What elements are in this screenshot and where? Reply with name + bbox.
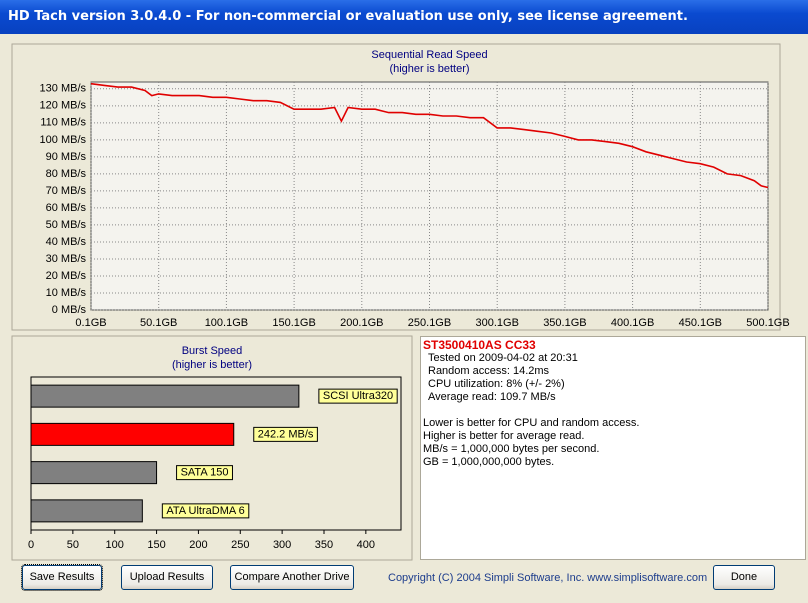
button[interactable]: Upload Results [121, 565, 213, 590]
chart-subtitle: (higher is better) [389, 63, 469, 75]
y-tick-label: 40 MB/s [46, 236, 87, 248]
x-tick-label: 50.1GB [140, 317, 177, 329]
x-tick-label: 0 [28, 539, 34, 551]
x-tick-label: 200 [189, 539, 207, 551]
y-tick-label: 130 MB/s [40, 83, 87, 95]
label-box [253, 426, 318, 442]
info-note: Lower is better for CPU and random acces… [423, 417, 640, 429]
y-tick-label: 90 MB/s [46, 151, 87, 163]
info-line: Average read: 109.7 MB/s [428, 391, 556, 403]
chart-subtitle: (higher is better) [172, 359, 252, 371]
button[interactable]: Done [713, 565, 775, 590]
x-tick-label: 50 [67, 539, 79, 551]
x-tick-label: 450.1GB [679, 317, 722, 329]
x-tick-label: 100.1GB [205, 317, 248, 329]
bar [30, 499, 143, 523]
y-tick-label: 70 MB/s [46, 185, 87, 197]
bar-label-box: SCSI Ultra320 [318, 388, 398, 404]
y-tick-label: 50 MB/s [46, 219, 87, 231]
button[interactable]: Compare Another Drive [230, 565, 354, 590]
window-title: HD Tach version 3.0.4.0 - For non-commer… [0, 0, 808, 34]
x-tick-label: 150 [147, 539, 165, 551]
bar-label-box: ATA UltraDMA 6 [161, 503, 250, 519]
bar-label: ATA UltraDMA 6 [166, 505, 244, 517]
x-tick-label: 200.1GB [340, 317, 383, 329]
y-tick-label: 100 MB/s [40, 134, 87, 146]
y-tick-label: 80 MB/s [46, 168, 87, 180]
info-note: Higher is better for average read. [423, 430, 585, 442]
info-panel: ST3500410AS CC33 Tested on 2009-04-02 at… [420, 336, 806, 560]
read-speed-line [90, 82, 769, 189]
x-tick-label: 350.1GB [543, 317, 586, 329]
x-tick-label: 400 [357, 539, 375, 551]
label-box [176, 465, 233, 481]
label-box [161, 503, 250, 519]
info-line: CPU utilization: 8% (+/- 2%) [428, 378, 565, 390]
bar-label: 242.2 MB/s [258, 428, 314, 440]
bar-label-box: SATA 150 [176, 465, 233, 481]
y-tick-label: 0 MB/s [52, 304, 87, 316]
y-tick-label: 10 MB/s [46, 287, 87, 299]
info-note: GB = 1,000,000,000 bytes. [423, 456, 555, 468]
info-line: Random access: 14.2ms [428, 365, 550, 377]
x-tick-label: 100 [106, 539, 124, 551]
bar [30, 422, 235, 446]
x-tick-label: 300 [273, 539, 291, 551]
info-line: Tested on 2009-04-02 at 20:31 [428, 352, 578, 364]
y-tick-label: 20 MB/s [46, 270, 87, 282]
x-tick-label: 250 [231, 539, 249, 551]
bar [30, 461, 158, 485]
copyright: Copyright (C) 2004 Simpli Software, Inc.… [388, 572, 708, 584]
x-tick-label: 400.1GB [611, 317, 654, 329]
y-tick-label: 30 MB/s [46, 253, 87, 265]
x-tick-label: 500.1GB [746, 317, 789, 329]
bar-label-box: 242.2 MB/s [253, 426, 318, 442]
bar-label: SCSI Ultra320 [323, 390, 393, 402]
button[interactable]: Save Results [21, 564, 103, 591]
drive-name: ST3500410AS CC33 [423, 338, 536, 352]
x-tick-label: 250.1GB [408, 317, 451, 329]
info-note: MB/s = 1,000,000 bytes per second. [423, 443, 600, 455]
chart-title: Burst Speed [182, 345, 243, 357]
bar-label: SATA 150 [181, 467, 229, 479]
x-tick-label: 150.1GB [272, 317, 315, 329]
bar [30, 384, 300, 408]
chart-title: Sequential Read Speed [371, 49, 487, 61]
y-tick-label: 120 MB/s [40, 100, 87, 112]
x-tick-label: 0.1GB [75, 317, 106, 329]
x-tick-label: 350 [315, 539, 333, 551]
label-box [318, 388, 398, 404]
x-tick-label: 300.1GB [475, 317, 518, 329]
y-tick-label: 60 MB/s [46, 202, 87, 214]
y-tick-label: 110 MB/s [40, 117, 86, 129]
